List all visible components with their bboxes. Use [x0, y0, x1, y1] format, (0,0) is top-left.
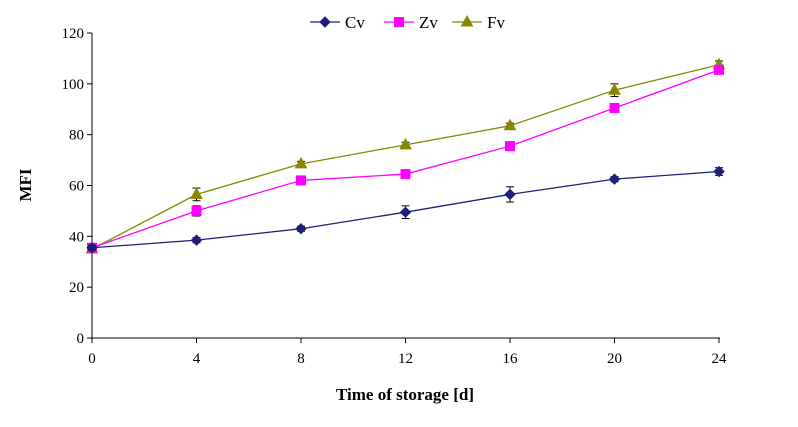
data-point-fv: [294, 156, 308, 169]
series-layer: [85, 57, 726, 254]
legend-item-fv: Fv: [452, 13, 505, 32]
y-tick-label: 40: [69, 229, 84, 245]
series-zv: [87, 64, 724, 253]
y-tick-label: 0: [77, 331, 85, 347]
x-tick-label: 16: [503, 351, 519, 367]
legend-item-zv: Zv: [384, 13, 438, 32]
data-point-cv: [399, 206, 412, 218]
data-point-cv: [190, 234, 203, 246]
x-tick-label: 20: [607, 351, 622, 367]
data-point-fv: [503, 118, 517, 131]
data-point-cv: [608, 173, 621, 185]
data-point-zv: [505, 141, 515, 152]
data-point-zv: [609, 102, 620, 113]
legend-item-cv: Cv: [310, 13, 365, 32]
legend: Cv Zv Fv: [310, 13, 505, 32]
x-tick-label: 12: [398, 351, 413, 367]
x-axis-title: Time of storage [d]: [336, 385, 474, 404]
data-point-fv: [608, 83, 621, 95]
data-point-zv: [191, 205, 202, 216]
x-tick-label: 24: [712, 351, 728, 367]
series-line-zv: [91, 69, 720, 249]
legend-label: Fv: [487, 13, 505, 32]
y-tick-label: 120: [62, 26, 85, 42]
plot-area: 0 20 40 60 80 100 120 0 4 8 12 16 20 24: [62, 26, 728, 367]
y-tick-label: 100: [62, 77, 85, 93]
data-point-fv: [399, 137, 412, 150]
data-point-cv: [86, 242, 98, 254]
y-ticks: 0 20 40 60 80 100 120: [62, 26, 92, 347]
series-line-fv: [91, 64, 720, 250]
series-fv: [85, 57, 726, 254]
legend-label: Cv: [345, 13, 365, 32]
y-tick-label: 20: [69, 280, 84, 296]
legend-marker-zv: [394, 17, 404, 27]
x-tick-label: 8: [297, 351, 305, 367]
y-tick-label: 60: [69, 179, 84, 195]
x-tick-label: 0: [88, 351, 96, 367]
legend-marker-fv: [460, 14, 474, 27]
data-point-cv: [713, 165, 725, 178]
data-point-zv: [296, 175, 306, 186]
data-point-zv: [400, 169, 411, 180]
data-point-cv: [504, 188, 516, 201]
data-point-cv: [295, 223, 307, 235]
y-tick-label: 80: [69, 128, 84, 144]
series-cv: [86, 165, 725, 254]
legend-marker-cv: [319, 16, 331, 28]
legend-label: Zv: [419, 13, 438, 32]
y-axis-title: MFI: [16, 168, 35, 201]
data-point-fv: [190, 187, 203, 199]
data-point-zv: [714, 64, 724, 75]
x-tick-label: 4: [193, 351, 201, 367]
x-ticks: 0 4 8 12 16 20 24: [88, 338, 727, 367]
